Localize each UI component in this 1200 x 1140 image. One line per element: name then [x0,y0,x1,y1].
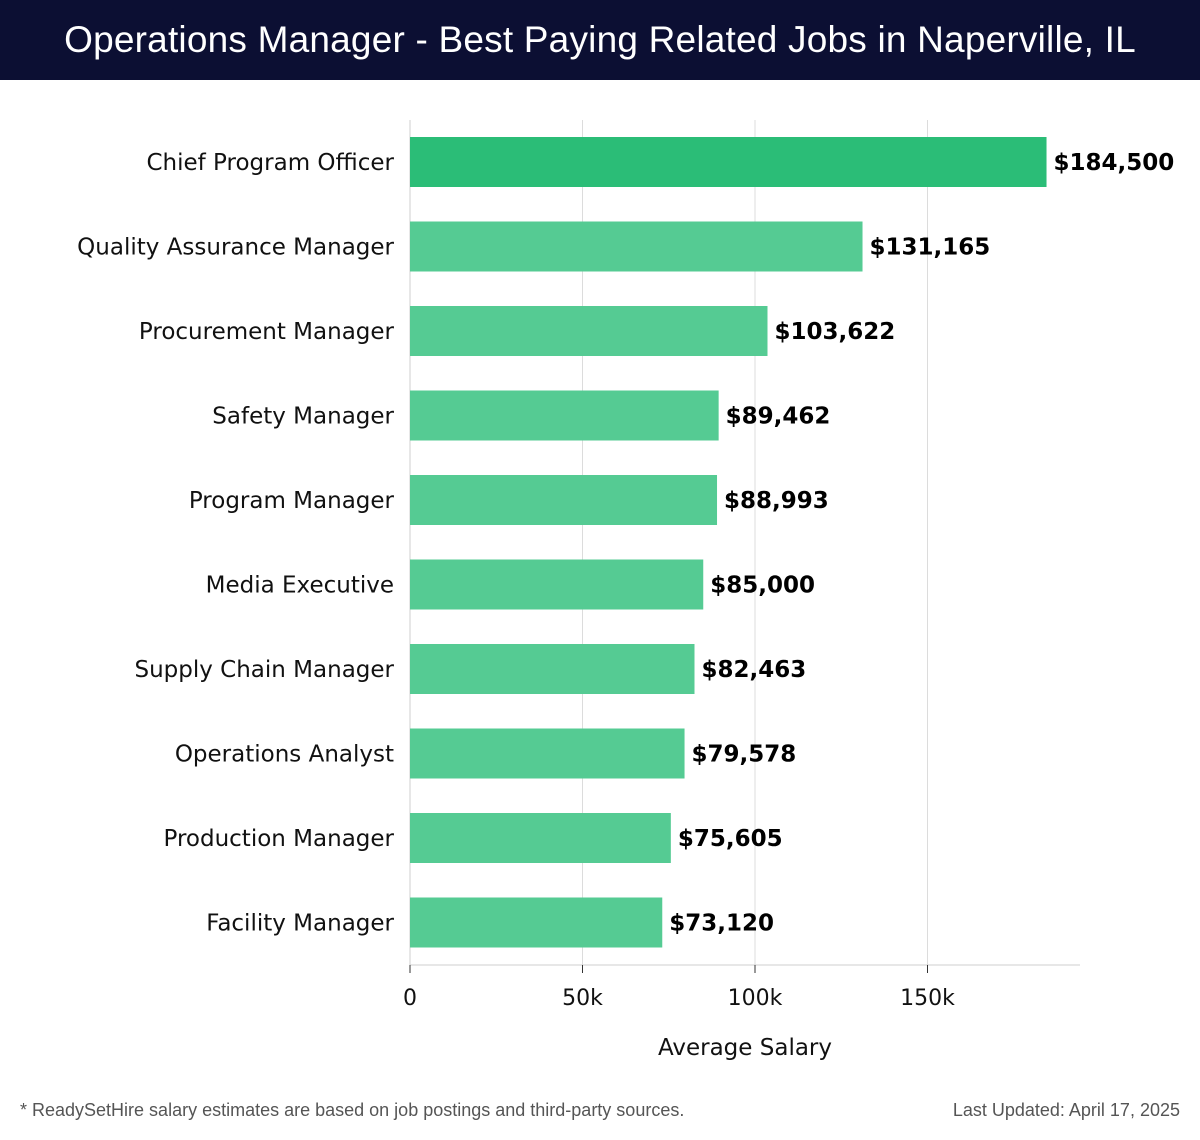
category-label: Procurement Manager [139,319,395,345]
x-axis-title: Average Salary [658,1035,832,1061]
value-label: $184,500 [1054,150,1175,176]
salary-bar [410,813,671,863]
chart-title: Operations Manager - Best Paying Related… [64,19,1136,60]
value-label: $89,462 [726,404,831,430]
x-tick-label: 100k [728,986,783,1011]
value-label: $73,120 [669,911,774,937]
value-label: $75,605 [678,826,783,852]
x-tick-label: 150k [900,986,955,1011]
category-label: Quality Assurance Manager [77,235,394,261]
category-label: Operations Analyst [175,742,394,768]
category-label: Supply Chain Manager [134,657,394,683]
x-tick-label: 0 [403,986,417,1011]
x-tick-label: 50k [562,986,603,1011]
category-label: Safety Manager [212,404,394,430]
footer-note: * ReadySetHire salary estimates are base… [20,1100,685,1120]
value-label: $103,622 [774,319,895,345]
salary-bar [410,390,719,441]
value-label: $85,000 [710,573,815,599]
category-label: Program Manager [189,488,395,514]
salary-bar [410,137,1047,187]
category-label: Media Executive [206,573,394,599]
salary-bar [410,897,663,948]
category-label: Facility Manager [206,911,394,937]
salary-bar-chart: 0 50k 100k 150k Average Salary Chief Program … [77,120,1175,1061]
value-label: $88,993 [724,488,829,514]
salary-bar [410,475,718,525]
salary-bar [410,306,768,356]
value-label: $131,165 [870,235,991,261]
salary-bar [410,728,685,779]
chart-header: Operations Manager - Best Paying Related… [0,0,1200,80]
salary-bar [410,221,863,272]
category-label: Production Manager [164,826,395,852]
category-label: Chief Program Officer [146,150,394,176]
value-label: $82,463 [701,657,806,683]
last-updated: Last Updated: April 17, 2025 [952,1100,1180,1120]
salary-bar [410,559,704,610]
value-label: $79,578 [692,742,797,768]
salary-bar [410,644,695,694]
